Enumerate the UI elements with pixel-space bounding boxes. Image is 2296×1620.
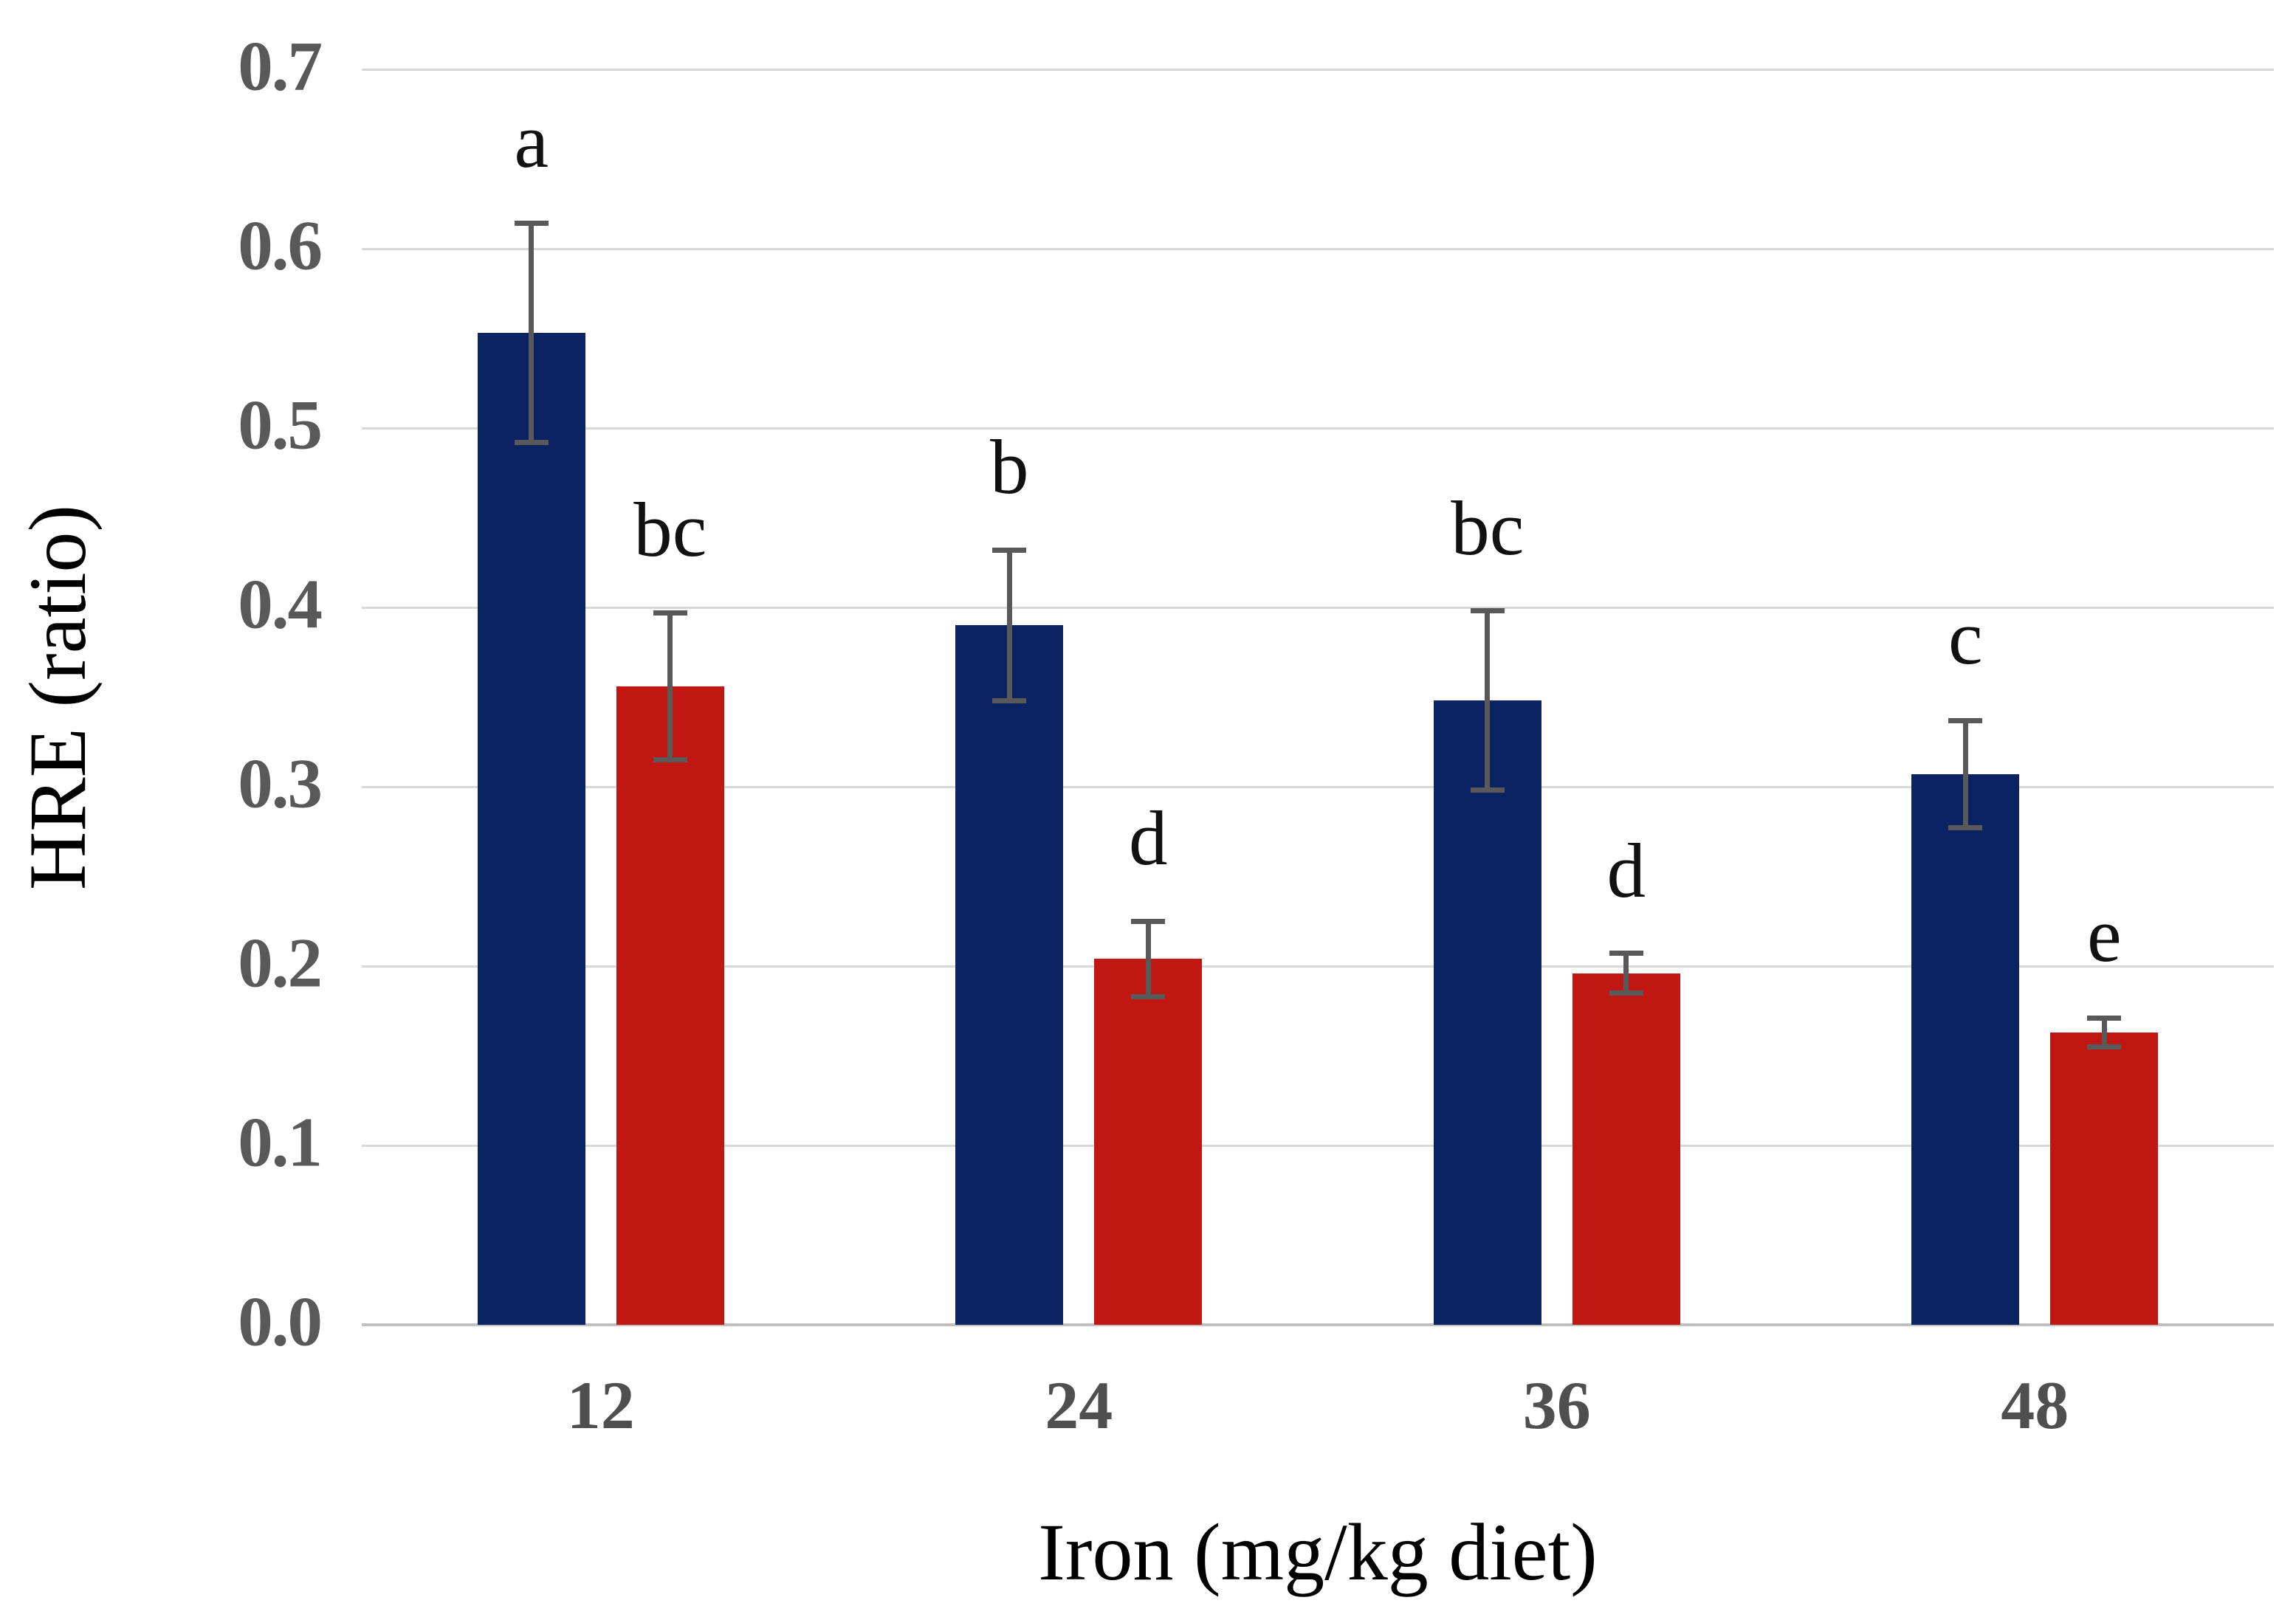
error-bar-top-cap xyxy=(1609,951,1643,957)
error-bar-top-cap xyxy=(1948,717,1983,723)
gridline xyxy=(362,965,2274,968)
error-bar xyxy=(1485,610,1491,790)
error-bar-bottom-cap xyxy=(653,757,687,763)
y-tick-label: 0.1 xyxy=(238,1103,323,1182)
significance-letter: bc xyxy=(1451,484,1525,571)
error-bar-bottom-cap xyxy=(1609,990,1643,996)
gridline xyxy=(362,427,2274,430)
error-bar-bottom-cap xyxy=(1948,825,1983,831)
y-tick-label: 0.4 xyxy=(238,565,323,644)
error-bar xyxy=(1623,953,1629,993)
x-tick-label: 24 xyxy=(1045,1368,1113,1443)
gridline xyxy=(362,607,2274,609)
y-tick-label: 0.5 xyxy=(238,385,323,464)
bar-navy-bars-36 xyxy=(1433,700,1541,1325)
x-tick-label: 48 xyxy=(2001,1368,2069,1443)
significance-letter: a xyxy=(514,97,549,184)
error-bar xyxy=(529,223,535,443)
bar-red-bars-24 xyxy=(1094,959,1203,1325)
error-bar-top-cap xyxy=(992,547,1027,553)
y-tick-label: 0.3 xyxy=(238,744,323,823)
y-tick-label: 0.7 xyxy=(238,27,323,106)
y-axis-title: HRE (ratio) xyxy=(13,504,103,891)
significance-letter: d xyxy=(1606,827,1646,914)
significance-letter: c xyxy=(1948,594,1983,681)
error-bar-bottom-cap xyxy=(1131,993,1166,999)
error-bar-bottom-cap xyxy=(2087,1044,2122,1049)
y-tick-label: 0.2 xyxy=(238,923,323,1002)
error-bar-bottom-cap xyxy=(1470,787,1505,793)
significance-letter: bc xyxy=(633,486,707,573)
error-bar-top-cap xyxy=(1470,608,1505,614)
bar-red-bars-36 xyxy=(1572,973,1680,1325)
x-axis-line xyxy=(362,1323,2274,1326)
gridline xyxy=(362,1145,2274,1147)
y-tick-label: 0.6 xyxy=(238,206,323,285)
bar-red-bars-12 xyxy=(616,686,724,1325)
error-bar-top-cap xyxy=(1131,918,1166,924)
significance-letter: e xyxy=(2086,892,2122,979)
gridline xyxy=(362,69,2274,71)
error-bar-bottom-cap xyxy=(992,697,1027,703)
error-bar xyxy=(1145,921,1151,997)
x-tick-label: 36 xyxy=(1522,1368,1591,1443)
error-bar-bottom-cap xyxy=(514,439,549,445)
bar-navy-bars-24 xyxy=(955,625,1064,1325)
error-bar-top-cap xyxy=(2087,1015,2122,1021)
error-bar xyxy=(2101,1018,2107,1047)
x-axis-title: Iron (mg/kg diet) xyxy=(1038,1507,1598,1597)
x-tick-label: 12 xyxy=(566,1368,635,1443)
error-bar xyxy=(1006,550,1012,701)
y-tick-label: 0.0 xyxy=(238,1282,323,1361)
error-bar-top-cap xyxy=(653,610,687,616)
bar-red-bars-48 xyxy=(2050,1032,2159,1325)
bar-navy-bars-12 xyxy=(477,333,585,1325)
error-bar xyxy=(667,613,673,760)
significance-letter: b xyxy=(990,424,1029,511)
error-bar xyxy=(1962,720,1968,828)
significance-letter: d xyxy=(1129,795,1168,882)
gridline xyxy=(362,786,2274,788)
bar-navy-bars-48 xyxy=(1911,773,2020,1325)
gridline xyxy=(362,248,2274,250)
error-bar-top-cap xyxy=(514,221,549,227)
